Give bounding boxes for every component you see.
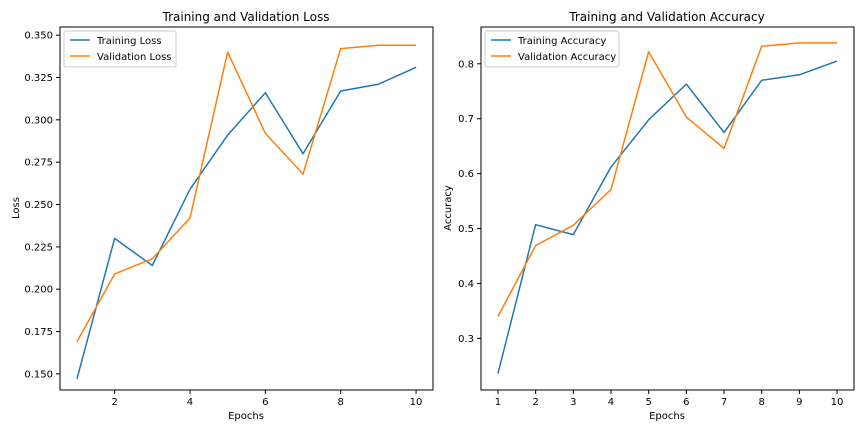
- accuracy-chart-ylabel: Accuracy: [443, 185, 454, 231]
- accuracy-ytick-label: 0.4: [458, 279, 474, 290]
- accuracy-legend-box: [484, 30, 620, 68]
- accuracy-xtick-label: 10: [831, 397, 844, 408]
- loss-xtick-label: 6: [262, 397, 268, 408]
- loss-xtick-label: 2: [111, 397, 117, 408]
- accuracy-chart-series: [497, 42, 838, 374]
- loss-chart-title: Training and Validation Loss: [162, 10, 330, 24]
- loss-series-line-validation: [76, 44, 417, 343]
- loss-ytick-label: 0.150: [24, 369, 53, 380]
- loss-chart-frame: [59, 26, 434, 391]
- accuracy-ytick-label: 0.3: [458, 334, 474, 345]
- loss-ytick-label: 0.250: [24, 200, 53, 211]
- accuracy-legend-label-training: Training Accuracy: [517, 36, 606, 47]
- accuracy-xtick-label: 1: [495, 397, 501, 408]
- accuracy-ytick-label: 0.5: [458, 224, 474, 235]
- accuracy-xtick-label: 3: [570, 397, 576, 408]
- accuracy-xtick-label: 7: [721, 397, 727, 408]
- accuracy-xtick-label: 4: [608, 397, 614, 408]
- loss-chart-series: [76, 44, 417, 380]
- loss-ytick-label: 0.200: [24, 285, 53, 296]
- accuracy-chart-frame: [480, 26, 855, 391]
- accuracy-series-line-validation: [497, 42, 838, 317]
- accuracy-chart: Training and Validation Accuracy 1 2 3 4 5 6 7…: [443, 10, 855, 422]
- loss-chart-ylabel: Loss: [11, 197, 22, 219]
- accuracy-chart-ticks: 1 2 3 4 5 6 7 8 9 10 0.3 0.4 0.5 0.6 0.7 0.8: [458, 59, 843, 408]
- loss-ytick-label: 0.175: [24, 327, 53, 338]
- accuracy-ytick-label: 0.8: [458, 59, 474, 70]
- loss-series-line-training: [76, 66, 417, 380]
- accuracy-chart-title: Training and Validation Accuracy: [568, 10, 764, 24]
- accuracy-ytick-label: 0.6: [458, 169, 474, 180]
- loss-ytick-label: 0.275: [24, 158, 53, 169]
- loss-ytick-label: 0.325: [24, 73, 53, 84]
- accuracy-xtick-label: 6: [683, 397, 689, 408]
- loss-chart: Training and Validation Loss 2 4 6 8 10 0.150…: [11, 10, 434, 422]
- loss-chart-ticks: 2 4 6 8 10 0.150 0.175 0.200 0.225 0.250 0.275 0.30…: [24, 31, 422, 408]
- accuracy-xtick-label: 5: [645, 397, 651, 408]
- loss-legend-box: [63, 30, 177, 68]
- loss-xtick-label: 8: [338, 397, 344, 408]
- accuracy-chart-legend: Training Accuracy Validation Accuracy: [484, 30, 620, 68]
- loss-xtick-label: 4: [187, 397, 193, 408]
- loss-chart-legend: Training Loss Validation Loss: [63, 30, 177, 68]
- loss-ytick-label: 0.225: [24, 242, 53, 253]
- accuracy-ytick-label: 0.7: [458, 114, 474, 125]
- accuracy-xtick-label: 9: [796, 397, 802, 408]
- accuracy-chart-xlabel: Epochs: [649, 411, 685, 422]
- loss-xtick-label: 10: [410, 397, 423, 408]
- loss-chart-xlabel: Epochs: [228, 411, 264, 422]
- loss-ytick-label: 0.300: [24, 115, 53, 126]
- accuracy-series-line-training: [497, 60, 838, 374]
- accuracy-xtick-label: 2: [532, 397, 538, 408]
- loss-ytick-label: 0.350: [24, 31, 53, 42]
- loss-legend-label-training: Training Loss: [96, 36, 162, 47]
- accuracy-legend-label-validation: Validation Accuracy: [518, 52, 616, 63]
- loss-legend-label-validation: Validation Loss: [97, 52, 172, 63]
- accuracy-xtick-label: 8: [759, 397, 765, 408]
